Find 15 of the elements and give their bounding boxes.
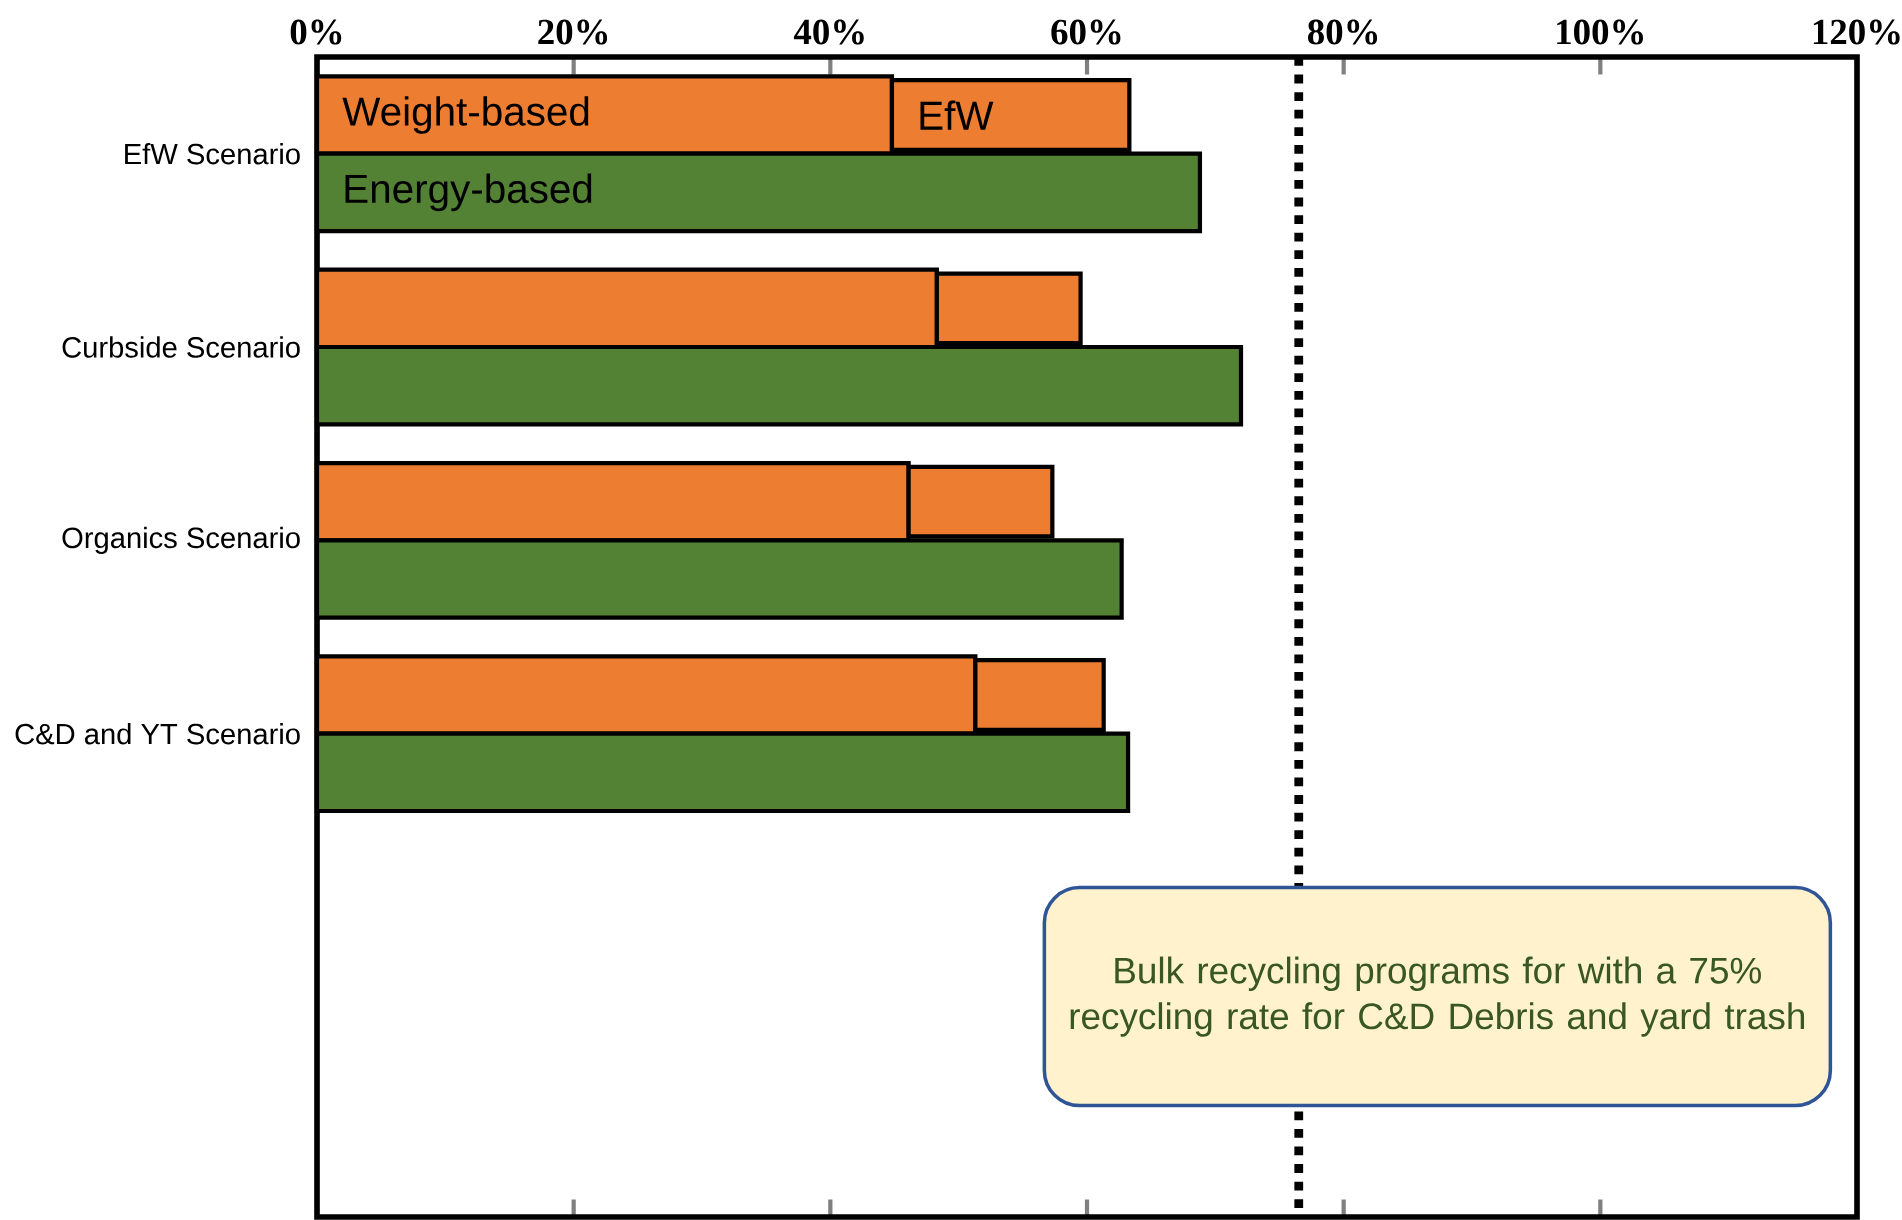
x-tick-label: 80% [1307, 19, 1378, 45]
y-tick-label: EfW Scenario [125, 143, 300, 165]
x-tick-label: 20% [538, 19, 608, 45]
y-tick-label: C&D and YT Scenario [15, 723, 300, 745]
series-label: EfW [920, 100, 994, 130]
series-label: Energy-based [345, 173, 592, 212]
x-tick-label: 60% [1051, 19, 1121, 45]
x-tick-label: 100% [1557, 19, 1643, 45]
annotation: Bulk recycling programs for with a 75% recycling rate for C&D Debris and yard trash [1070, 956, 1805, 1037]
y-tick-label: Curbside Scenario [62, 336, 300, 358]
series-label: Weight-based [342, 96, 589, 134]
x-tick-label: 120% [1813, 19, 1900, 45]
y-tick-label: Organics Scenario [62, 526, 300, 554]
x-tick-label: 0% [290, 19, 342, 45]
x-tick-label: 40% [793, 19, 864, 45]
